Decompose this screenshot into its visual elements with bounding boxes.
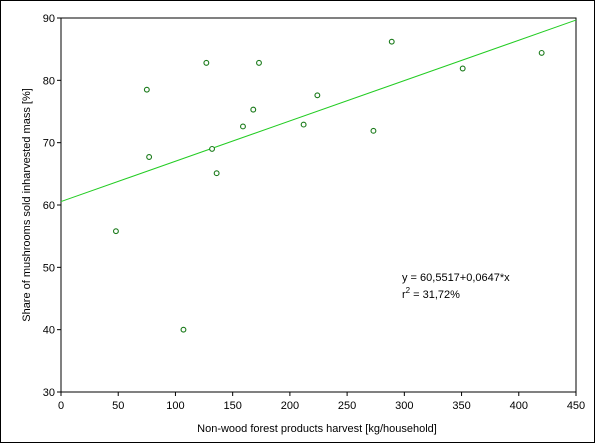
r-squared-superscript: 2 — [406, 286, 411, 295]
y-tick-label: 30 — [43, 387, 55, 399]
data-point — [370, 127, 377, 134]
data-point — [240, 123, 246, 130]
data-point — [256, 59, 262, 66]
data-point — [388, 38, 395, 45]
x-tick-label: 300 — [395, 400, 413, 412]
r-squared-label: r2 = 31,72% — [402, 286, 460, 301]
data-point — [213, 170, 220, 177]
data-point — [300, 121, 307, 128]
data-point — [209, 145, 216, 152]
plot-area-border — [60, 17, 577, 393]
regression-line — [60, 19, 577, 203]
x-tick-label: 250 — [338, 400, 356, 412]
data-point — [203, 59, 210, 66]
regression-equation: y = 60,5517+0,0647*x — [402, 272, 510, 284]
axes — [60, 17, 577, 393]
x-tick-label: 450 — [567, 400, 585, 412]
data-point — [459, 65, 466, 72]
data-point — [143, 86, 150, 93]
r-squared-prefix: r — [402, 289, 406, 301]
x-tick-label: 50 — [112, 400, 124, 412]
x-tick-label: 400 — [510, 400, 528, 412]
y-tick-label: 40 — [43, 325, 55, 337]
x-tick-label: 350 — [452, 400, 470, 412]
data-point — [314, 92, 321, 99]
data-point — [146, 154, 153, 160]
data-point — [250, 106, 257, 113]
y-axis-label: Share of mushrooms sold inharvested mass… — [21, 88, 33, 322]
data-point — [538, 49, 545, 56]
y-tick-label: 60 — [43, 200, 55, 212]
ticks: 0 50 100 150 200 250 300 350 400 450 30 40 50 60 70 80 9… — [43, 13, 585, 412]
y-tick-label: 80 — [43, 75, 55, 87]
r-squared-value: = 31,72% — [413, 289, 460, 301]
y-tick-label: 50 — [43, 262, 55, 274]
data-point — [112, 228, 119, 235]
x-tick-label: 150 — [223, 400, 241, 412]
x-axis-label: Non-wood forest products harvest [kg/hou… — [197, 423, 437, 435]
y-tick-label: 70 — [43, 138, 55, 150]
data-point — [180, 326, 187, 333]
y-tick-label: 90 — [43, 13, 55, 25]
x-tick-label: 200 — [281, 400, 299, 412]
regression-line-group — [60, 19, 577, 203]
x-tick-label: 100 — [166, 400, 184, 412]
x-tick-label: 0 — [58, 400, 64, 412]
data-points — [112, 38, 545, 333]
